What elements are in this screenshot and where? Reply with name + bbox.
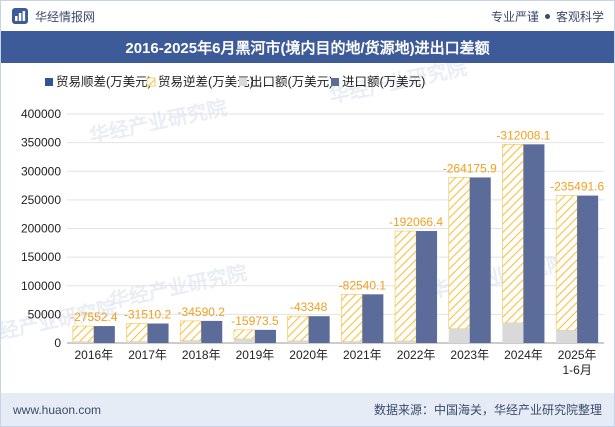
export-bar <box>126 341 148 343</box>
import-bar <box>416 231 438 343</box>
y-tick-label: 300000 <box>21 164 61 178</box>
deficit-bar <box>179 320 202 342</box>
export-bar <box>556 330 578 343</box>
legend-label: 进口额(万美元) <box>342 75 425 89</box>
footer: www.huaon.com 数据来源：中国海关，华经产业研究院整理 <box>1 393 614 426</box>
deficit-bar <box>502 144 524 324</box>
export-bar <box>180 340 202 343</box>
watermark-text: 华经产业研究院 <box>427 250 569 303</box>
bars: -27552.4 -31510.2 -34590.2 -15973.5 -43348 -8… <box>70 128 604 343</box>
x-tick-label: 1-6月 <box>562 363 591 377</box>
data-label: -312008.1 <box>496 128 550 142</box>
y-tick-label: 400000 <box>21 107 61 121</box>
top-bar: 华经情报网 专业严谨 客观科学 <box>1 1 614 31</box>
deficit-bar <box>72 325 95 343</box>
y-tick-label: 150000 <box>21 250 61 264</box>
slogan-separator-icon <box>544 13 550 19</box>
slogan-left: 专业严谨 <box>490 9 539 24</box>
x-tick-label: 2023年 <box>450 348 489 362</box>
data-label: -264175.9 <box>443 161 497 175</box>
import-bar <box>469 177 491 343</box>
brand: 华经情报网 <box>11 7 95 25</box>
deficit-bar <box>448 177 471 329</box>
legend-label: 贸易逆差(万美元) <box>158 74 254 89</box>
data-label: -27552.4 <box>70 310 118 324</box>
data-label: -43348 <box>290 300 328 314</box>
y-axis: 0 50000 100000 150000 200000 250000 300000 3500… <box>21 107 61 350</box>
y-tick-label: 350000 <box>21 136 61 150</box>
data-label: -235491.6 <box>550 180 604 194</box>
y-tick-label: 0 <box>54 336 61 350</box>
x-axis: 2016年 2017年 2018年 2019年 2020年 2021年 2022年 2023年… <box>74 348 596 377</box>
deficit-bar <box>555 195 578 331</box>
export-bar <box>341 341 363 343</box>
import-bar <box>308 316 330 343</box>
deficit-bar <box>341 294 363 342</box>
x-tick-label: 2025年 <box>558 348 597 362</box>
import-bar <box>201 320 223 343</box>
x-tick-label: 2022年 <box>397 348 436 362</box>
y-tick-label: 100000 <box>21 279 61 293</box>
export-bar <box>448 328 470 343</box>
x-tick-label: 2020年 <box>289 348 328 362</box>
y-tick-label: 200000 <box>21 222 61 236</box>
import-bar <box>577 195 599 343</box>
export-bar <box>72 341 94 343</box>
export-bar <box>395 340 417 343</box>
import-bar <box>93 326 115 343</box>
import-bar <box>523 144 545 343</box>
export-bar <box>502 322 524 343</box>
y-tick-label: 250000 <box>21 193 61 207</box>
x-tick-label: 2017年 <box>128 348 167 362</box>
data-label: -82540.1 <box>339 278 387 292</box>
data-label: -34590.2 <box>178 305 226 319</box>
x-tick-label: 2016年 <box>74 348 113 362</box>
data-label: -31510.2 <box>124 308 172 322</box>
watermark-text: 华经产业研究院 <box>87 95 229 148</box>
x-tick-label: 2018年 <box>182 348 221 362</box>
export-bar <box>287 340 309 343</box>
slogan: 专业严谨 客观科学 <box>491 8 604 25</box>
legend-label: 贸易顺差(万美元) <box>56 75 152 89</box>
legend-swatch-icon <box>45 78 53 86</box>
export-bar <box>233 338 255 343</box>
legend-swatch-icon <box>239 78 247 86</box>
huajing-logo-icon <box>12 8 28 24</box>
data-label: -15973.5 <box>231 314 279 328</box>
data-label: -192066.4 <box>389 215 443 229</box>
y-tick-label: 50000 <box>28 307 62 321</box>
deficit-bar <box>394 230 417 342</box>
x-tick-label: 2019年 <box>236 348 275 362</box>
chart-title: 2016-2025年6月黑河市(境内目的地/货源地)进出口差额 <box>1 31 614 63</box>
legend-swatch-icon <box>146 77 156 87</box>
data-source: 数据来源：中国海关，华经产业研究院整理 <box>373 403 602 417</box>
x-tick-label: 2024年 <box>504 348 543 362</box>
brand-name: 华经情报网 <box>35 9 96 24</box>
import-bar <box>362 294 384 343</box>
slogan-right: 客观科学 <box>555 9 604 24</box>
deficit-bar <box>287 315 309 342</box>
import-bar <box>147 323 169 343</box>
legend-label: 出口额(万美元) <box>250 75 333 89</box>
legend-swatch-icon <box>331 78 339 86</box>
import-bar <box>254 329 276 343</box>
deficit-bar <box>233 329 256 340</box>
deficit-bar <box>126 323 148 342</box>
x-tick-label: 2021年 <box>343 348 382 362</box>
legend: 贸易顺差(万美元) 贸易逆差(万美元)出口额(万美元) 进口额(万美元) <box>45 74 425 89</box>
website-link[interactable]: www.huaon.com <box>13 402 102 417</box>
